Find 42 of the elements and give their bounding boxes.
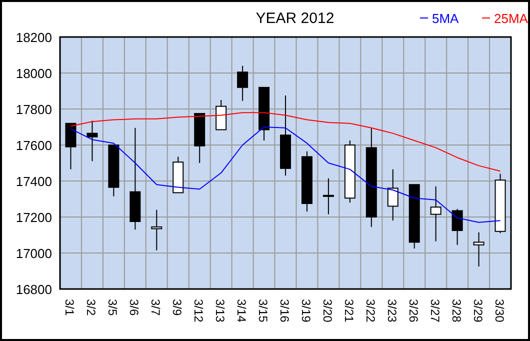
y-tick-label: 17000 [16,246,52,261]
x-tick-label: 3/20 [320,299,334,323]
x-tick-label: 3/23 [384,299,399,323]
x-tick-label: 3/15 [256,299,270,323]
candlestick [151,209,162,251]
x-tick-label: 3/29 [470,299,485,323]
x-tick-label: 3/9 [170,299,184,316]
x-tick-label: 3/14 [234,299,249,323]
y-tick-label: 18000 [16,66,52,81]
x-tick-label: 3/27 [428,299,442,323]
y-tick-label: 18200 [16,30,52,45]
candlestick [86,120,98,162]
legend-label: 25MA [494,11,528,26]
y-tick-label: 17400 [16,174,52,189]
candlestick [322,178,334,215]
x-tick-label: 3/5 [106,299,120,316]
candlestick [65,122,76,170]
candlestick [387,168,398,222]
candlestick [473,232,484,267]
x-tick-label: 3/16 [278,299,292,323]
x-tick-label: 3/13 [213,299,228,323]
candlestick [430,186,442,242]
y-tick-label: 17800 [16,102,52,117]
y-tick-label: 16800 [16,282,52,297]
y-tick-label: 17600 [16,138,52,153]
candlestick [216,100,227,130]
x-tick-label: 3/19 [298,299,313,323]
x-tick-label: 3/12 [192,299,206,323]
x-tick-label: 3/1 [62,299,77,316]
y-tick-label: 17200 [16,210,52,225]
x-tick-label: 3/30 [492,299,506,323]
x-tick-label: 3/28 [449,299,464,323]
x-tick-label: 3/7 [148,299,163,316]
x-tick-label: 3/26 [406,299,420,323]
legend-label: 5MA [432,11,460,26]
x-tick-label: 3/22 [363,299,378,323]
chart-title: YEAR 2012 [256,10,334,27]
x-tick-label: 3/2 [84,299,98,316]
x-tick-label: 3/21 [342,299,356,323]
candlestick [452,208,463,246]
x-tick-label: 3/6 [127,299,142,316]
candlestick [237,65,248,102]
